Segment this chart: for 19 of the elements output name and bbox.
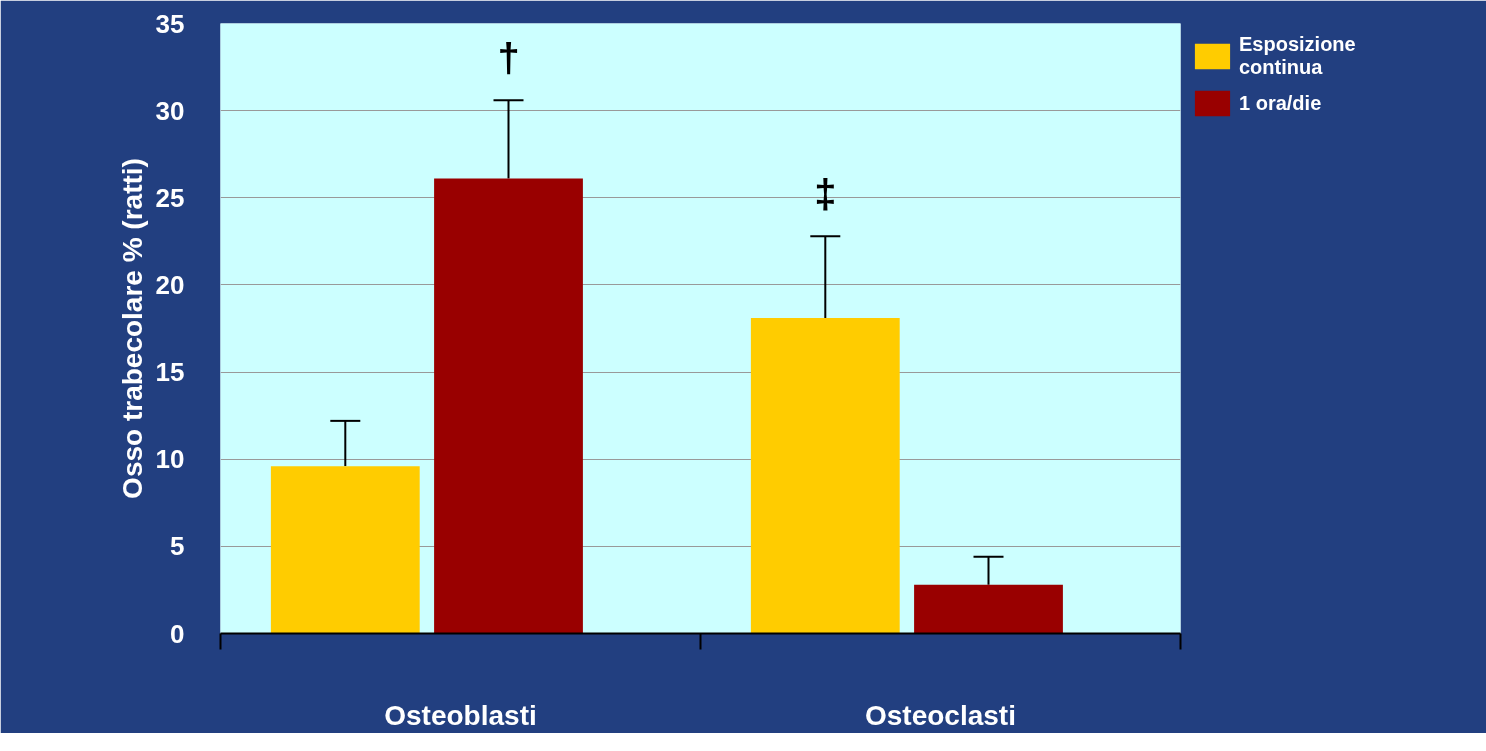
- y-tick-label: 35: [155, 8, 185, 39]
- legend-label: Esposizione continua: [1239, 33, 1356, 79]
- x-tick-label: Osteoblasti: [384, 699, 537, 731]
- bar: [270, 466, 420, 634]
- annotation: †: [497, 36, 520, 81]
- bar: [434, 178, 583, 634]
- bar: [914, 584, 1063, 634]
- y-tick-label: 20: [155, 269, 185, 300]
- legend-label: 1 ora/die: [1239, 91, 1322, 115]
- bar: [750, 318, 900, 634]
- y-tick-label: 10: [155, 444, 185, 475]
- y-tick-label: 0: [170, 618, 185, 649]
- x-tick-label: Osteoclasti: [865, 699, 1016, 731]
- y-axis-title: Osso trabecolare % (ratti): [116, 158, 148, 499]
- y-tick-label: 25: [155, 182, 185, 213]
- y-tick-label: 30: [155, 95, 185, 126]
- y-tick-label: 15: [155, 357, 185, 388]
- annotation: ‡: [814, 172, 837, 217]
- y-tick-label: 5: [170, 531, 185, 562]
